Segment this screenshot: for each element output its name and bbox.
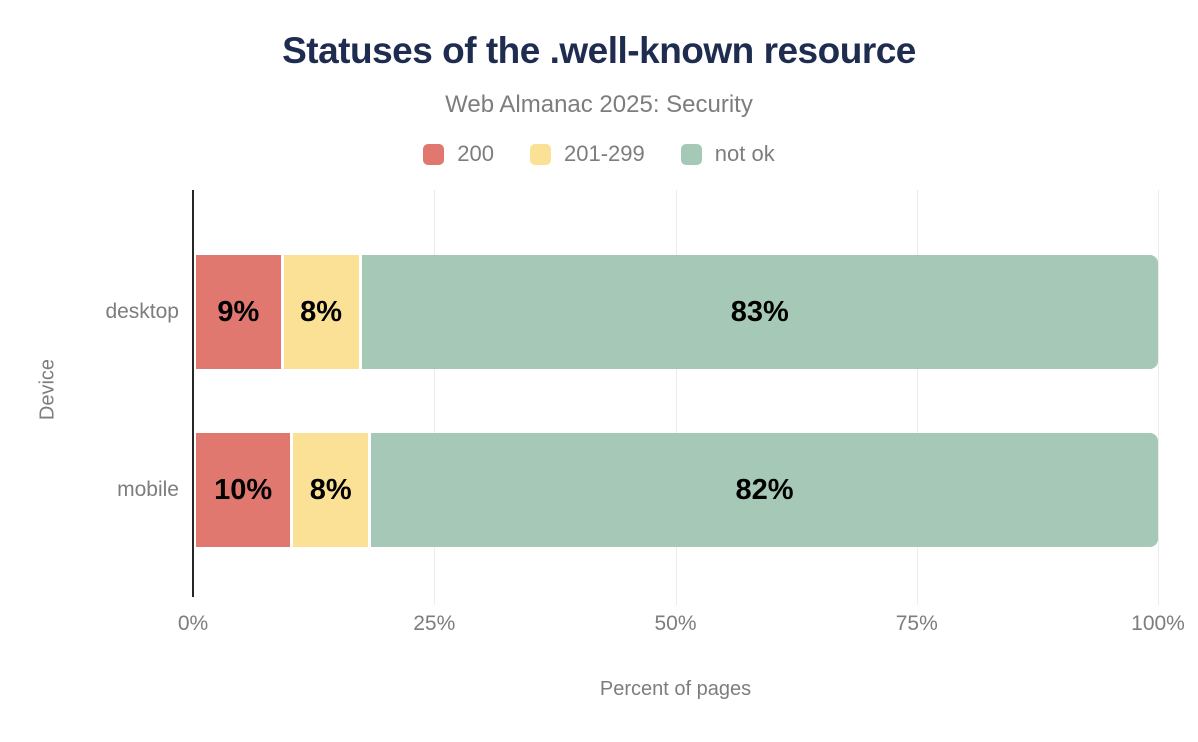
legend: 200 201-299 not ok — [0, 141, 1198, 167]
legend-swatch-icon — [530, 143, 552, 165]
bar-value-label: 8% — [300, 295, 343, 328]
bar-row-desktop: desktop 9% 8% 83% — [105, 255, 1158, 369]
gridline-100- — [1158, 190, 1159, 605]
bar-value-label: 9% — [217, 295, 260, 328]
plot-area: desktop 9% 8% 83% mobile 10% 8% 82% — [105, 190, 1159, 605]
legend-item-201-299: 201-299 — [530, 141, 645, 167]
gridline-50- — [675, 190, 677, 605]
y-axis-title: Device — [36, 358, 59, 421]
x-axis-ticks: 0% 25% 50% 75% 100% — [178, 612, 1185, 642]
gridline-75- — [916, 190, 918, 605]
legend-item-label: 201-299 — [564, 141, 645, 166]
chart-title: Statuses of the .well-known resource — [282, 30, 916, 71]
x-tick-label-50-: 50% — [654, 612, 697, 635]
legend-item-200: 200 — [423, 141, 494, 167]
legend-swatch-icon — [423, 143, 445, 165]
legend-item-not-ok: not ok — [680, 141, 775, 167]
bar-segment-mobile-200: 10% — [196, 433, 291, 547]
x-tick-label-0-: 0% — [177, 612, 209, 635]
bar-value-label: 83% — [730, 295, 789, 328]
legend-item-label: not ok — [714, 141, 775, 166]
gridline-25- — [434, 190, 436, 605]
bar-value-label: 8% — [309, 473, 352, 506]
bar-value-label: 82% — [735, 473, 794, 506]
bar-segment-desktop-not-ok: 83% — [361, 255, 1158, 369]
category-label-desktop: desktop — [105, 300, 179, 323]
bar-segment-desktop-201-299: 8% — [283, 255, 359, 369]
bar-segment-desktop-200: 9% — [196, 255, 281, 369]
category-label-mobile: mobile — [117, 478, 179, 501]
y-axis-line — [192, 190, 194, 597]
legend-item-label: 200 — [457, 141, 495, 166]
x-tick-label-25-: 25% — [413, 612, 456, 635]
bar-segment-mobile-201-299: 8% — [293, 433, 369, 547]
bar-value-label: 10% — [214, 473, 273, 506]
chart-subtitle: Web Almanac 2025: Security — [445, 91, 753, 118]
x-axis-title: Percent of pages — [599, 678, 752, 700]
bar-segment-mobile-not-ok: 82% — [371, 433, 1158, 547]
legend-swatch-icon — [680, 143, 702, 165]
x-tick-label-75-: 75% — [895, 612, 938, 635]
x-tick-label-100-: 100% — [1131, 612, 1185, 635]
bar-row-mobile: mobile 10% 8% 82% — [117, 433, 1158, 547]
